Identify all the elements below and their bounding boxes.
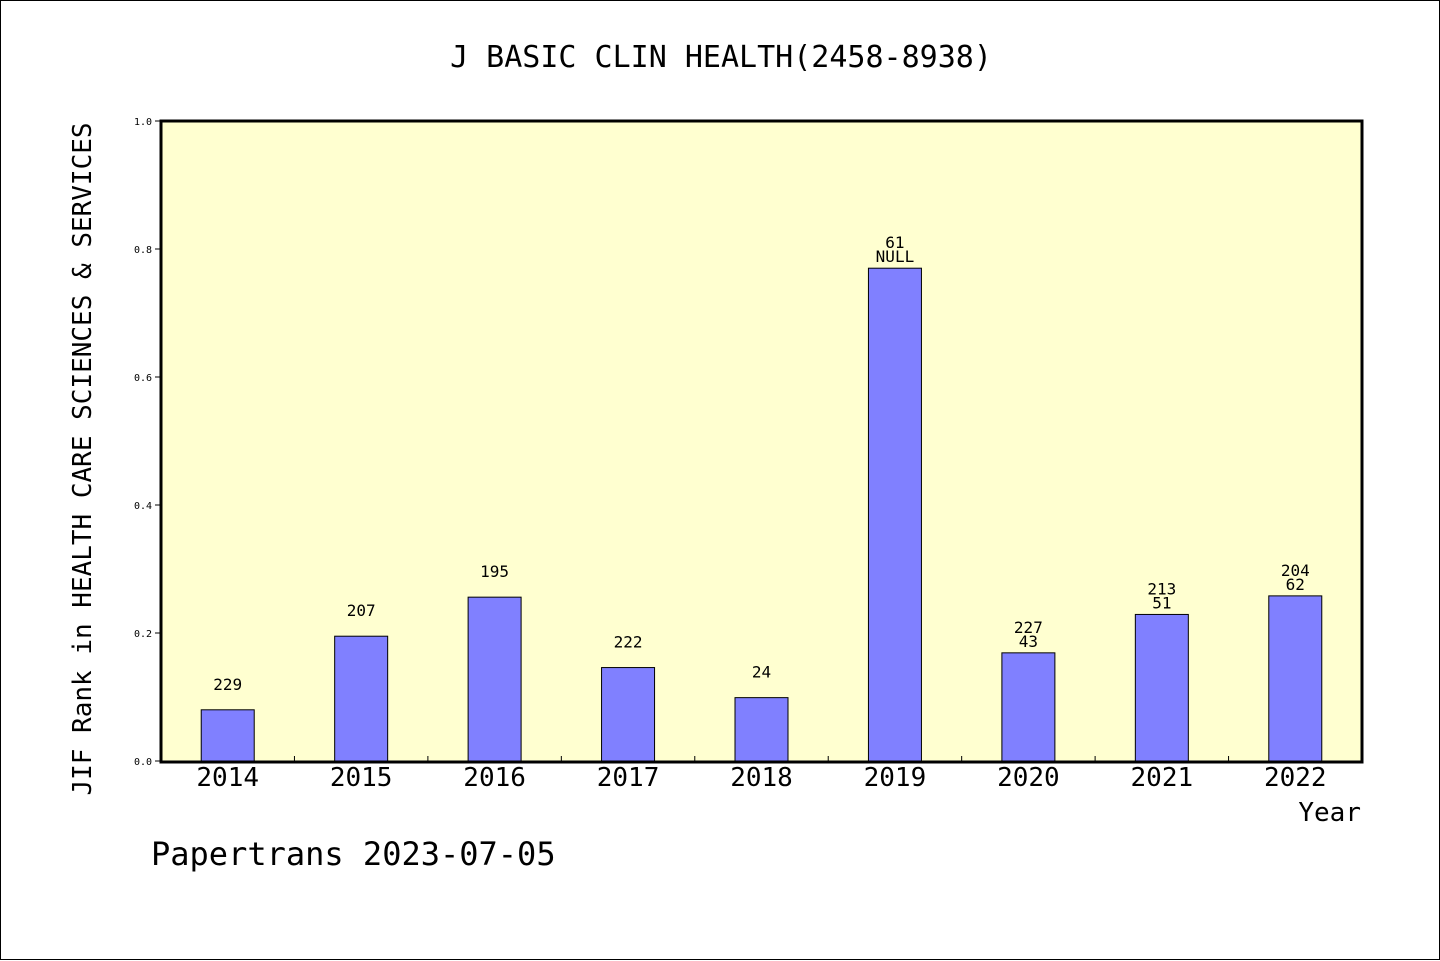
bar-label-bottom-2022: 62 (1286, 575, 1305, 594)
bar-label-bottom-2021: 51 (1152, 593, 1171, 612)
bar-label-top-2019: 61 (885, 233, 904, 252)
x-tick-label-2017: 2017 (597, 763, 660, 793)
bar-2014 (200, 709, 255, 762)
y-tick-label-0.2: 0.2 (134, 629, 152, 640)
bar-2018 (734, 697, 789, 762)
y-tick-label-0.6: 0.6 (134, 373, 152, 384)
bar-label-bottom-2020: 43 (1019, 632, 1038, 651)
bar-2016 (467, 596, 522, 762)
bar-2022 (1268, 595, 1323, 762)
bar-2015 (334, 635, 389, 762)
x-tick-label-2019: 2019 (864, 763, 927, 793)
y-axis-label: JIF Rank in HEALTH CARE SCIENCES & SERVI… (68, 122, 98, 795)
bar-label-bottom-2019: NULL (876, 247, 915, 266)
y-tick-label-0.8: 0.8 (134, 245, 152, 256)
bar-2019 (867, 267, 922, 762)
x-tick-label-2022: 2022 (1264, 763, 1327, 793)
x-tick-label-2020: 2020 (997, 763, 1060, 793)
footer-credit: Papertrans 2023-07-05 (151, 835, 556, 873)
bar-label-top-2018: 24 (752, 663, 771, 682)
y-tick-label-0.4: 0.4 (134, 501, 152, 512)
plot-border (159, 119, 1364, 764)
bar-2021 (1134, 613, 1189, 762)
x-tick-label-2014: 2014 (196, 763, 259, 793)
x-tick-label-2021: 2021 (1131, 763, 1194, 793)
y-tick-label-0.0: 0.0 (134, 757, 152, 768)
bar-label-top-2017: 222 (614, 633, 643, 652)
bar-label-top-2022: 204 (1281, 561, 1310, 580)
bar-label-top-2020: 227 (1014, 618, 1043, 637)
bar-label-top-2015: 207 (347, 601, 376, 620)
chart-title: J BASIC CLIN HEALTH(2458-8938) (450, 40, 992, 75)
x-tick-label-2018: 2018 (730, 763, 793, 793)
bar-label-top-2016: 195 (480, 562, 509, 581)
y-tick-label-1.0: 1.0 (134, 117, 152, 128)
x-tick-label-2015: 2015 (330, 763, 393, 793)
bar-2020 (1001, 652, 1056, 762)
bar-2017 (601, 667, 656, 762)
bar-label-top-2014: 229 (213, 675, 242, 694)
bar-label-top-2021: 213 (1147, 579, 1176, 598)
x-tick-label-2016: 2016 (463, 763, 526, 793)
x-axis-label: Year (1298, 798, 1361, 828)
